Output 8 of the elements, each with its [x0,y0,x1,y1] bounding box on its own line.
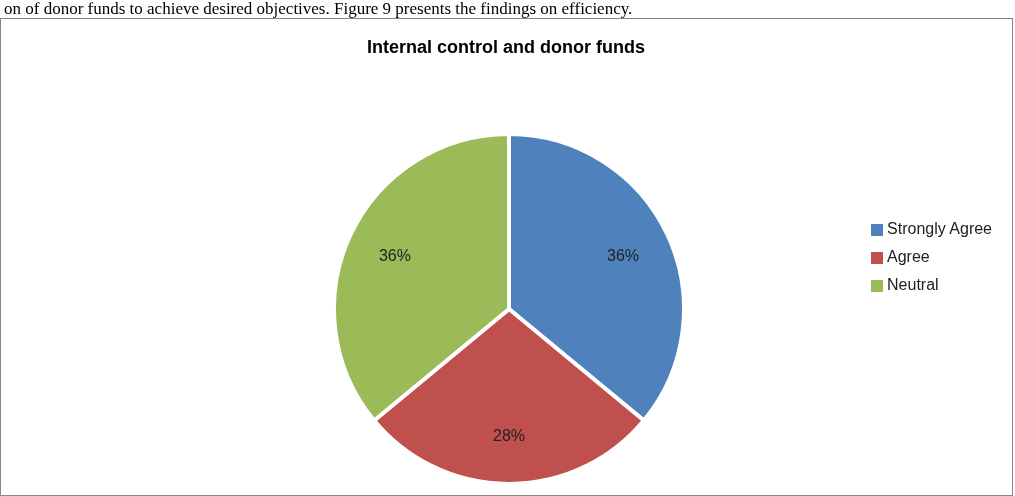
legend-label: Agree [887,248,930,265]
legend-label: Strongly Agree [887,220,992,237]
data-label: 36% [378,246,412,264]
data-label: 36% [606,246,640,264]
text: on of donor funds to achieve desired objectives. Figure 9 presents the findings on efficiency. [4,0,633,18]
data-label: 28% [492,426,526,444]
chart-title: Internal control and donor funds [367,37,645,57]
legend-label: Neutral [887,276,939,293]
